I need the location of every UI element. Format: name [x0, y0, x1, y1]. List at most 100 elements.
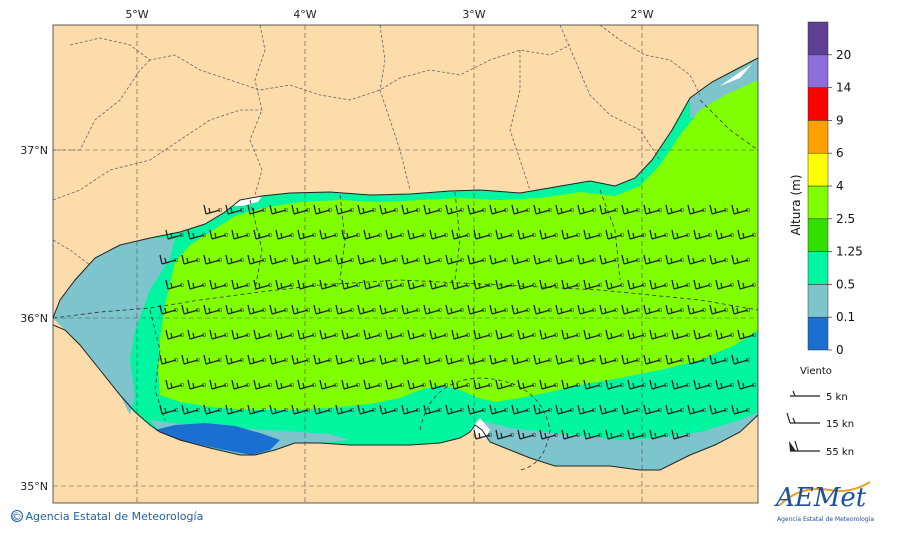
colorbar-level-label: 20: [836, 48, 851, 62]
wind-barb: [561, 229, 581, 240]
wind-barb: [709, 204, 729, 215]
wind-barb: [583, 329, 603, 340]
wind-barb: [247, 354, 267, 365]
wind-barb: [517, 229, 537, 240]
wind-barb: [275, 379, 295, 390]
coastline: [53, 57, 758, 319]
wind-barb: [621, 254, 641, 265]
colorbar-segment: [807, 54, 829, 88]
wind-barb: [671, 279, 691, 290]
colorbar-segment: [807, 152, 829, 187]
wind-barb: [643, 304, 663, 315]
wind-barb: [627, 329, 647, 340]
wind-barb: [693, 379, 713, 390]
wind-barb: [209, 329, 229, 340]
wind-barb: [445, 404, 465, 415]
wind-barb: [599, 354, 619, 365]
wind-barb: [275, 229, 295, 240]
wind-barb: [445, 354, 465, 365]
wind-barb: [467, 304, 487, 315]
wind-barb: [649, 279, 669, 290]
wind-barb: [583, 429, 603, 440]
wind-barb: [363, 379, 383, 390]
wind-barb: [297, 329, 317, 340]
colorbar-level-label: 2.5: [836, 212, 855, 226]
wind-barb: [731, 204, 751, 215]
wind-barb: [693, 329, 713, 340]
logo-text: AEMet: [774, 483, 867, 513]
wind-barb: [517, 429, 537, 440]
wind-barb: [269, 354, 289, 365]
wind-barb: [341, 279, 361, 290]
wind-barb: [313, 204, 333, 215]
colorbar-segment: [807, 87, 829, 121]
wind-barb: [253, 279, 273, 290]
wind-barb: [693, 229, 713, 240]
wind-barb: [467, 254, 487, 265]
wind-barb: [291, 304, 311, 315]
wind-barb: [379, 204, 399, 215]
wind-barb: [599, 204, 619, 215]
colorbar-title: Altura (m): [789, 174, 803, 235]
wind-barb: [451, 279, 471, 290]
wind-barb: [495, 329, 515, 340]
wind-barb: [181, 404, 201, 415]
lon-tick-2w: 2°W: [630, 8, 653, 21]
colorbar-segment: [807, 21, 829, 56]
wind-barb: [297, 229, 317, 240]
wind-barb: [291, 354, 311, 365]
wind-barb: [583, 379, 603, 390]
wind-barb: [203, 304, 223, 315]
wind-legend-item: 5 kn: [790, 390, 848, 403]
wind-barb: [511, 354, 531, 365]
wind-barb: [517, 329, 537, 340]
wind-barb: [731, 404, 751, 415]
wind-barb: [605, 329, 625, 340]
wind-barb: [511, 404, 531, 415]
wind-barb: [473, 429, 493, 440]
wind-barb: [401, 404, 421, 415]
wind-barb: [731, 254, 751, 265]
wind-barb: [555, 304, 575, 315]
wind-barb: [715, 229, 735, 240]
wind-barb: [181, 354, 201, 365]
wind-barb: [533, 204, 553, 215]
wind-barb: [495, 379, 515, 390]
wind-barb: [335, 354, 355, 365]
colorbar-level-label: 0.5: [836, 277, 855, 291]
wind-barb: [561, 429, 581, 440]
wind-barb: [429, 229, 449, 240]
wind-barb: [401, 204, 421, 215]
wind-barb: [533, 404, 553, 415]
colorbar-level-label: 6: [836, 146, 844, 160]
wind-barb: [231, 229, 251, 240]
wind-legend-item: 55 kn: [789, 440, 854, 458]
wind-barb: [671, 229, 691, 240]
wind-barb: [445, 254, 465, 265]
lon-tick-5w: 5°W: [125, 8, 148, 21]
lon-tick-3w: 3°W: [462, 8, 485, 21]
wind-barb: [297, 379, 317, 390]
wind-legend-label: 55 kn: [826, 447, 854, 458]
wind-barb: [291, 254, 311, 265]
wind-barb: [319, 279, 339, 290]
wind-barb: [451, 329, 471, 340]
wind-barb: [319, 229, 339, 240]
wind-barb: [269, 404, 289, 415]
colorbar: Altura (m) 0 0.1 0.5 1.25 2.5 4 6 9 14 20: [789, 21, 863, 357]
colorbar-level-label: 0: [836, 343, 844, 357]
wind-barb: [159, 404, 179, 415]
wind-barb: [473, 329, 493, 340]
wind-barb: [649, 329, 669, 340]
wind-barb: [687, 404, 707, 415]
wind-barb: [605, 279, 625, 290]
wind-barb: [577, 354, 597, 365]
wind-barb: [401, 254, 421, 265]
lon-tick-4w: 4°W: [293, 8, 316, 21]
wind-barb: [385, 379, 405, 390]
wind-barb: [385, 279, 405, 290]
wind-barb: [671, 329, 691, 340]
wind-barb: [187, 379, 207, 390]
wind-barb: [423, 404, 443, 415]
wind-legend-item: 15 kn: [786, 412, 854, 430]
